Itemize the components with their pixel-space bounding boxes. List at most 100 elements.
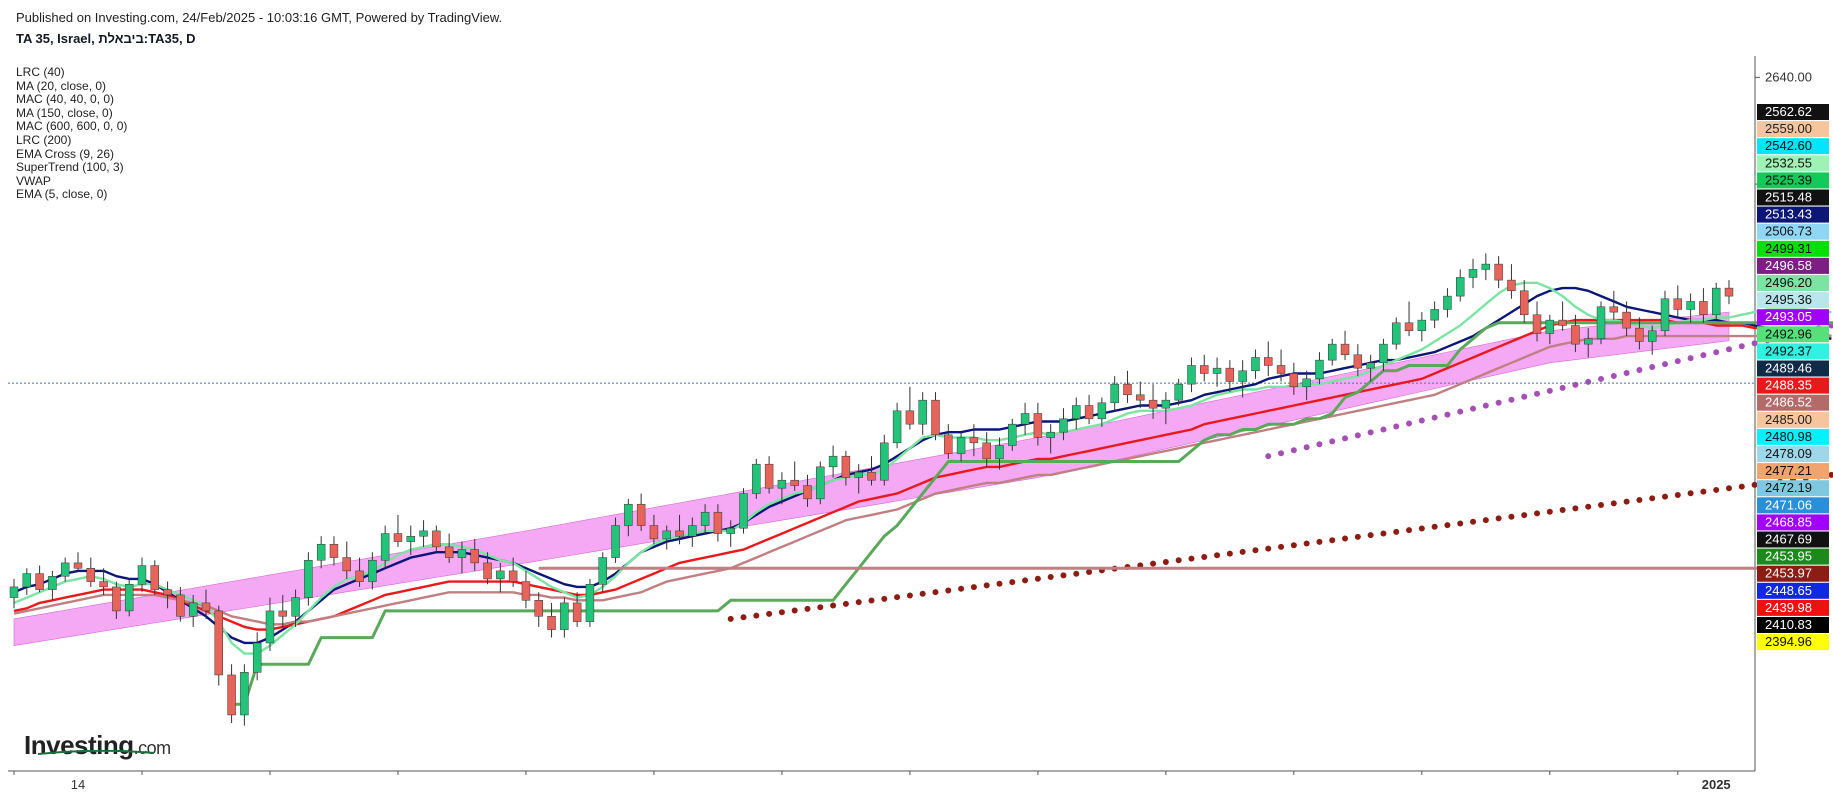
- candle-body[interactable]: [739, 493, 748, 529]
- candle-body[interactable]: [700, 511, 710, 526]
- candle-body[interactable]: [150, 565, 160, 590]
- candle-body[interactable]: [124, 583, 134, 612]
- candle-body[interactable]: [1212, 367, 1222, 374]
- candle-body[interactable]: [1430, 309, 1439, 321]
- candle-body[interactable]: [240, 672, 249, 716]
- candle-body[interactable]: [457, 549, 467, 558]
- candle-body[interactable]: [214, 610, 223, 676]
- candle-body[interactable]: [944, 434, 953, 454]
- candle-body[interactable]: [777, 479, 787, 489]
- candle-body[interactable]: [60, 562, 70, 577]
- candle-body[interactable]: [304, 559, 313, 598]
- candle-body[interactable]: [470, 549, 479, 564]
- candle-body[interactable]: [1340, 343, 1350, 356]
- candle-body[interactable]: [790, 479, 799, 486]
- candle-body[interactable]: [1673, 298, 1683, 310]
- candle-body[interactable]: [1264, 357, 1273, 366]
- candle-body[interactable]: [675, 530, 684, 537]
- candle-body[interactable]: [816, 466, 825, 500]
- candle-body[interactable]: [393, 533, 403, 542]
- candle-body[interactable]: [892, 410, 902, 444]
- candle-body[interactable]: [188, 602, 198, 617]
- candle-body[interactable]: [1315, 359, 1324, 380]
- candle-body[interactable]: [1468, 269, 1478, 278]
- candle-body[interactable]: [9, 586, 19, 598]
- candle-body[interactable]: [713, 511, 723, 534]
- candle-body[interactable]: [342, 557, 351, 572]
- candle-body[interactable]: [1353, 354, 1363, 369]
- candle-body[interactable]: [547, 616, 556, 630]
- candle-body[interactable]: [291, 597, 300, 617]
- candle-body[interactable]: [752, 463, 761, 494]
- candle-body[interactable]: [649, 525, 659, 540]
- candle-body[interactable]: [560, 602, 569, 630]
- candle-body[interactable]: [432, 530, 441, 548]
- candle-body[interactable]: [1020, 413, 1030, 425]
- candle-body[interactable]: [688, 525, 697, 537]
- candle-body[interactable]: [662, 530, 671, 540]
- candle-body[interactable]: [1404, 322, 1414, 332]
- candle-body[interactable]: [1583, 338, 1593, 345]
- candle-body[interactable]: [99, 581, 108, 588]
- candle-body[interactable]: [1033, 413, 1043, 438]
- candle-body[interactable]: [1507, 279, 1516, 292]
- candle-body[interactable]: [764, 463, 774, 489]
- candle-body[interactable]: [880, 442, 889, 481]
- candle-body[interactable]: [1379, 343, 1388, 364]
- candle-body[interactable]: [444, 546, 454, 558]
- candle-body[interactable]: [1059, 418, 1068, 433]
- candle-body[interactable]: [969, 437, 979, 444]
- candle-body[interactable]: [918, 399, 927, 425]
- candle-body[interactable]: [905, 410, 915, 425]
- candle-body[interactable]: [1699, 301, 1708, 316]
- candle-body[interactable]: [252, 642, 262, 673]
- candle-body[interactable]: [636, 503, 646, 526]
- candle-body[interactable]: [572, 602, 582, 622]
- candle-body[interactable]: [265, 610, 275, 644]
- candle-body[interactable]: [1302, 378, 1311, 388]
- candle-body[interactable]: [419, 530, 428, 537]
- candle-body[interactable]: [1084, 405, 1094, 420]
- candle-body[interactable]: [598, 557, 607, 585]
- candle-body[interactable]: [867, 471, 876, 481]
- candle-body[interactable]: [1520, 290, 1529, 316]
- candle-body[interactable]: [1136, 394, 1145, 401]
- candle-body[interactable]: [1008, 423, 1017, 446]
- candle-body[interactable]: [1187, 365, 1196, 385]
- candle-body[interactable]: [176, 594, 185, 617]
- candle-body[interactable]: [73, 562, 83, 569]
- candle-body[interactable]: [355, 570, 364, 582]
- candle-body[interactable]: [201, 602, 211, 612]
- candle-body[interactable]: [1558, 319, 1567, 326]
- candle-body[interactable]: [1635, 327, 1644, 342]
- candle-body[interactable]: [35, 573, 44, 590]
- candle-body[interactable]: [1596, 306, 1606, 340]
- candle-body[interactable]: [995, 445, 1004, 460]
- candle-body[interactable]: [1200, 365, 1209, 374]
- candle-body[interactable]: [828, 455, 838, 468]
- candle-body[interactable]: [163, 589, 172, 596]
- candle-body[interactable]: [1392, 322, 1401, 345]
- candle-body[interactable]: [1481, 263, 1491, 270]
- candle-body[interactable]: [841, 455, 851, 478]
- candle-body[interactable]: [1238, 370, 1247, 382]
- candle-body[interactable]: [1724, 287, 1734, 297]
- candle-body[interactable]: [1545, 319, 1555, 334]
- candle-body[interactable]: [483, 562, 492, 580]
- candle-body[interactable]: [1251, 357, 1260, 372]
- candle-body[interactable]: [1097, 402, 1107, 420]
- candle-body[interactable]: [1225, 367, 1235, 382]
- candle-body[interactable]: [726, 527, 735, 534]
- candle-body[interactable]: [86, 567, 96, 582]
- candle-body[interactable]: [1072, 405, 1081, 420]
- candle-body[interactable]: [329, 543, 339, 558]
- candle-body[interactable]: [1660, 298, 1670, 332]
- candle-body[interactable]: [956, 437, 966, 454]
- candle-body[interactable]: [1609, 306, 1619, 313]
- candle-body[interactable]: [1443, 295, 1452, 310]
- candle-body[interactable]: [1417, 319, 1427, 332]
- candle-body[interactable]: [1123, 383, 1132, 396]
- candle-body[interactable]: [1046, 431, 1055, 438]
- candle-body[interactable]: [1456, 277, 1465, 297]
